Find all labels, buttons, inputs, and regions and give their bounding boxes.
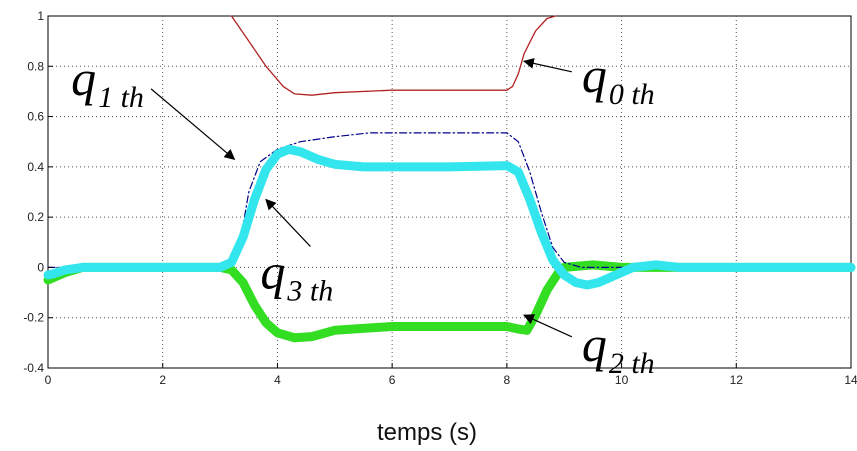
- y-tick-label: 1: [37, 9, 44, 23]
- x-tick-label: 10: [615, 373, 629, 387]
- x-tick-label: 14: [844, 373, 857, 387]
- annotation-label: q2 th: [582, 316, 655, 380]
- annotation-arrow: [523, 314, 573, 338]
- series-line-3: [43, 144, 856, 290]
- y-tick-label: 0.2: [27, 210, 44, 224]
- annotation-label: q3 th: [260, 243, 333, 307]
- annotation-label: q1 th: [71, 50, 144, 114]
- x-tick-label: 0: [45, 373, 52, 387]
- y-tick-label: 0.4: [27, 160, 44, 174]
- annotations: q0 th q1 th q2 th q3 th: [71, 47, 655, 380]
- annotation-arrow: [265, 198, 311, 247]
- x-axis-label: temps (s): [377, 419, 477, 446]
- x-ticks: 0 2 4 6 8 10 12 14: [45, 363, 857, 387]
- annotation-arrow: [523, 58, 572, 73]
- series-line-0: [230, 15, 557, 96]
- annotation-q0: q0 th: [523, 47, 655, 111]
- y-tick-label: -0.4: [23, 361, 44, 375]
- y-ticks: -0.4 -0.2 0 0.2 0.4 0.6 0.8 1: [23, 9, 53, 375]
- x-tick-label: 8: [504, 373, 511, 387]
- annotation-q3: q3 th: [260, 198, 333, 307]
- y-tick-label: 0: [37, 260, 44, 274]
- x-tick-label: 4: [274, 373, 281, 387]
- x-tick-label: 6: [389, 373, 396, 387]
- plot-area: [47, 15, 852, 369]
- y-tick-label: 0.6: [27, 110, 44, 124]
- x-tick-label: 12: [730, 373, 744, 387]
- annotation-arrow: [150, 88, 236, 161]
- y-tick-label: 0.8: [27, 59, 44, 73]
- annotation-q1: q1 th: [71, 50, 236, 161]
- series-layer: [43, 15, 856, 343]
- grid: [48, 16, 851, 368]
- annotation-q2: q2 th: [523, 314, 655, 380]
- x-tick-label: 2: [159, 373, 166, 387]
- y-tick-label: -0.2: [23, 311, 44, 325]
- annotation-label: q0 th: [582, 47, 655, 111]
